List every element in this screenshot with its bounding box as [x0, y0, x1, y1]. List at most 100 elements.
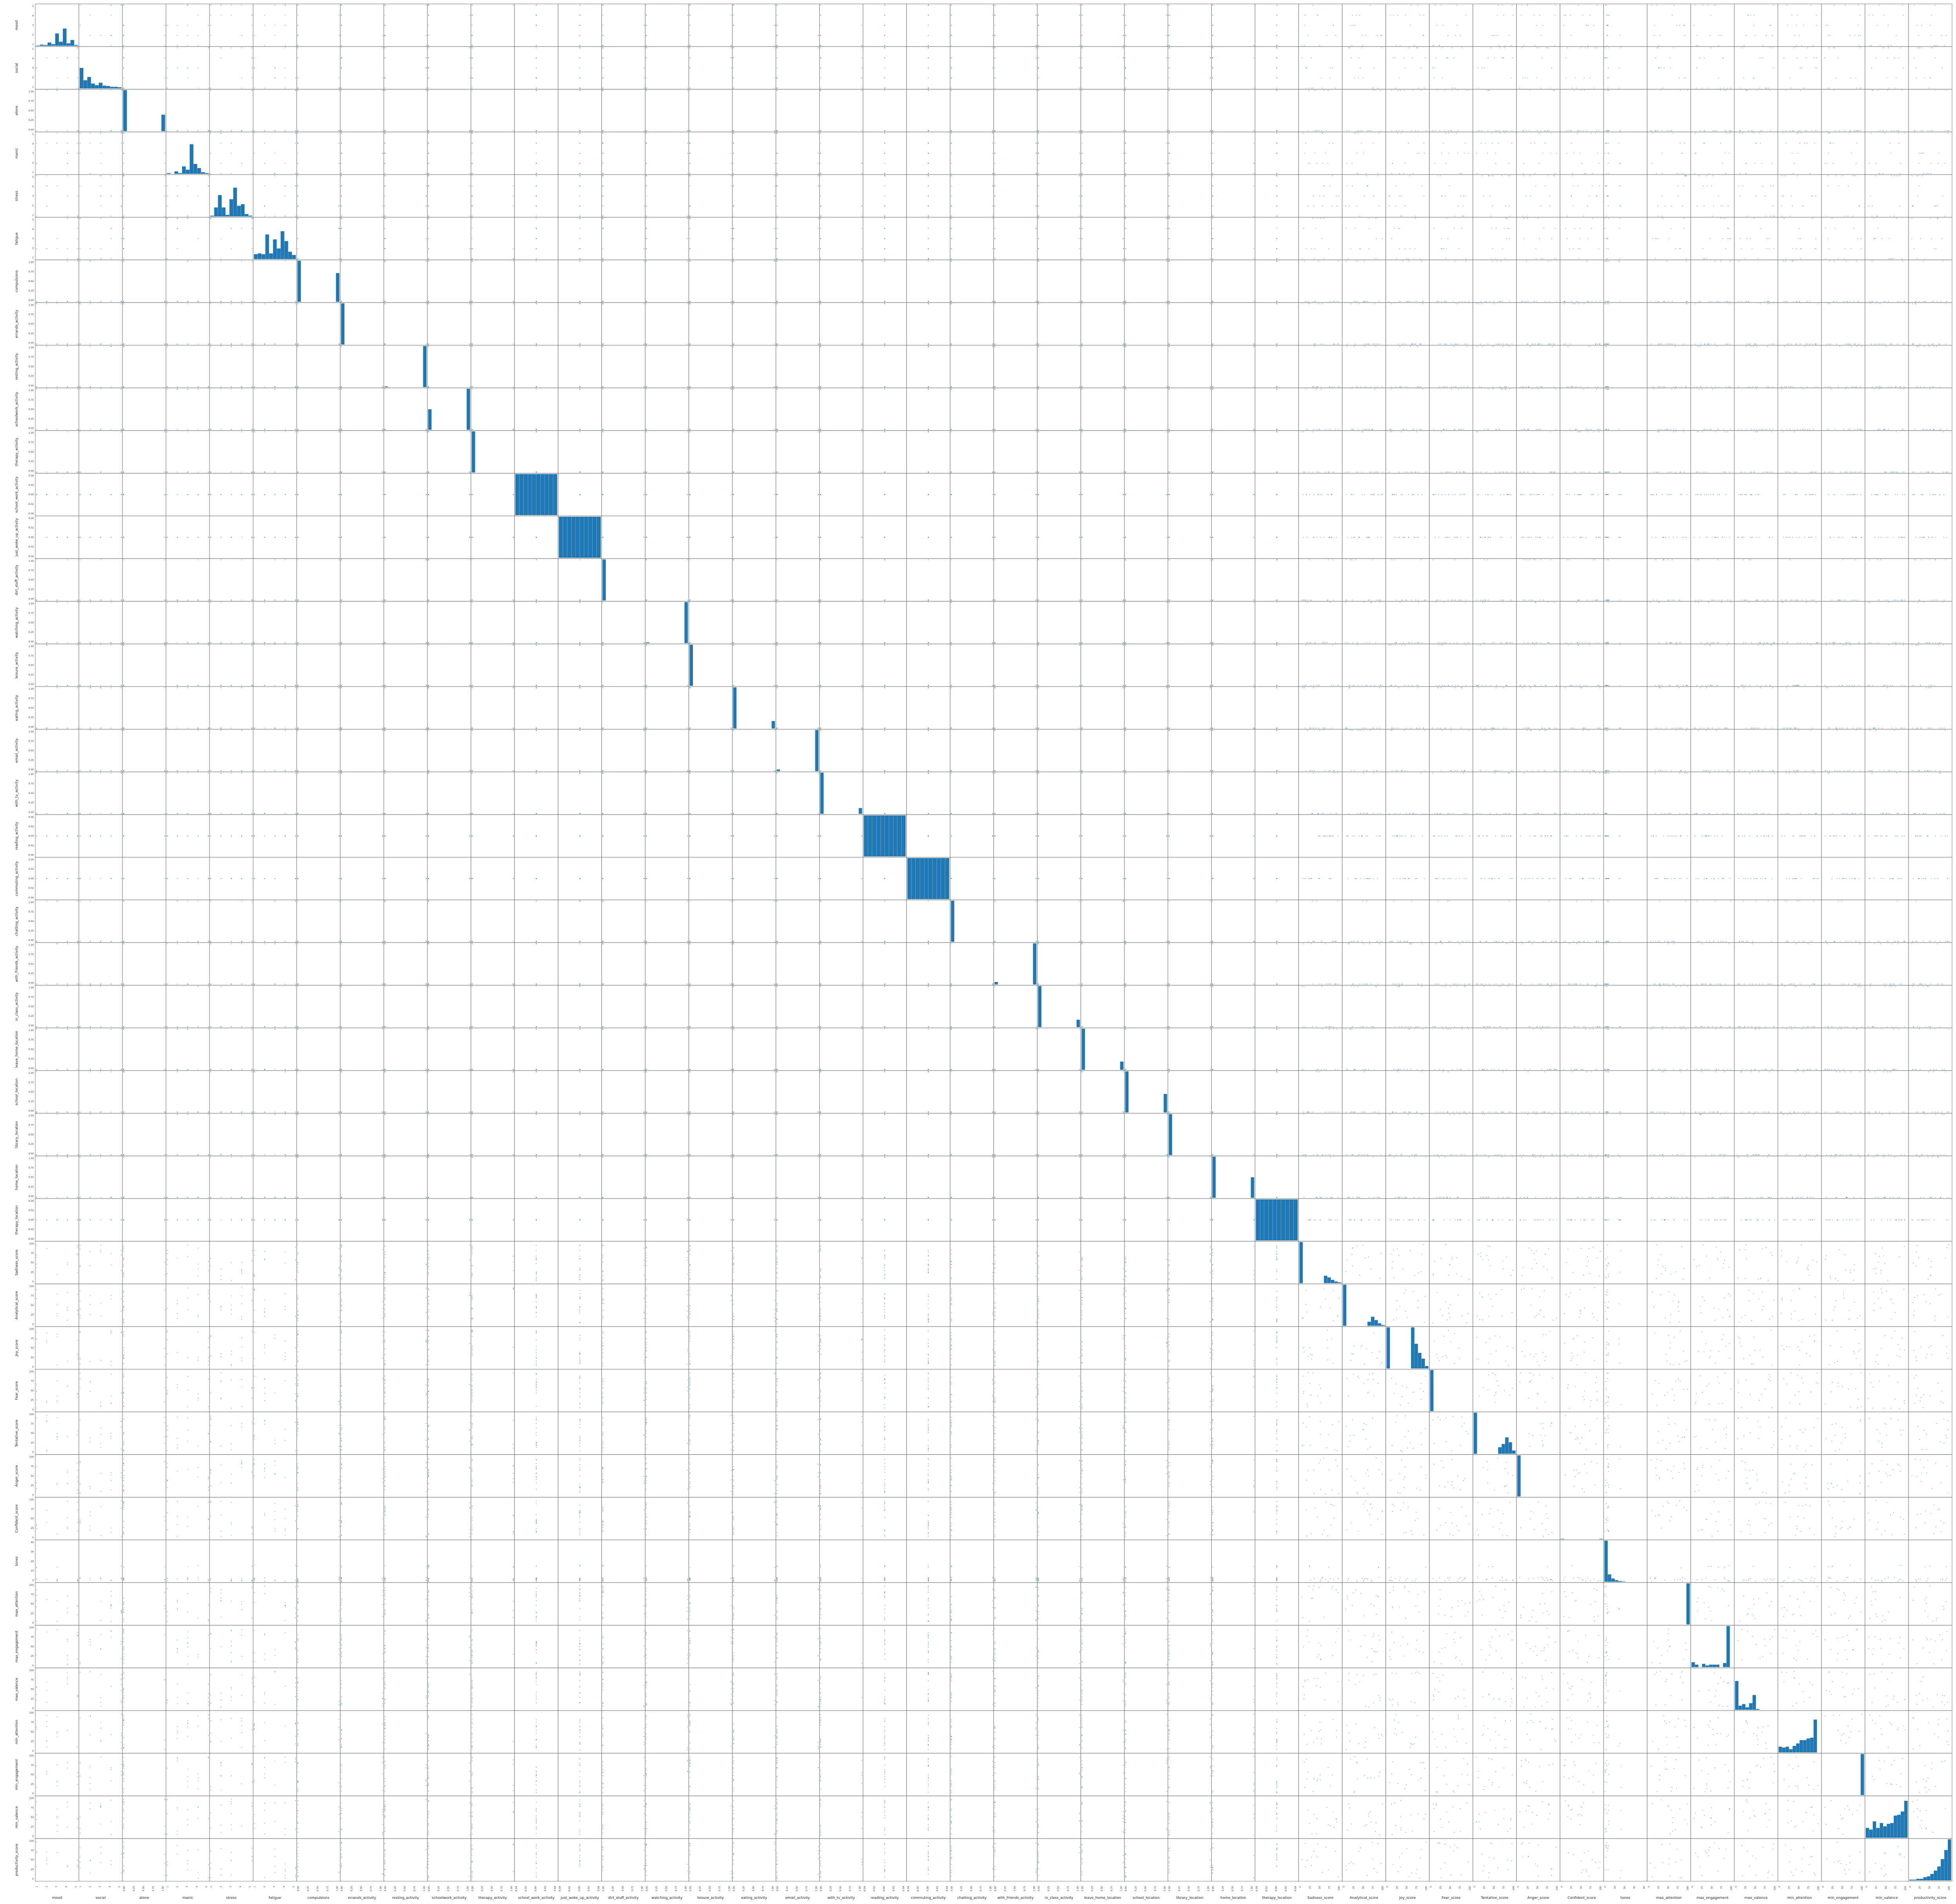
cell-errands_activity-vs-mood: [35, 302, 79, 346]
scatter-point: [1038, 130, 1039, 131]
scatter-point: [992, 142, 993, 144]
cell-alone-vs-dirt_stuff_activity: [601, 89, 645, 132]
cell-compulsions-vs-school_location: [1124, 260, 1168, 303]
scatter-point: [1770, 215, 1771, 217]
scatter-point: [1890, 258, 1892, 259]
scatter-point: [820, 57, 821, 58]
scatter-point: [774, 87, 775, 89]
cell-compulsions-vs-school_work_activity: [514, 260, 558, 303]
scatter-point: [602, 301, 603, 302]
scatter-point: [1125, 301, 1126, 302]
scatter-point: [1417, 153, 1418, 154]
cell-manic-vs-therapy_activity: [470, 131, 515, 175]
scatter-point: [1791, 195, 1792, 197]
cell-frame: [1473, 174, 1517, 218]
scatter-point: [1276, 15, 1278, 16]
scatter-point: [1606, 45, 1608, 46]
scatter-point: [1541, 35, 1542, 36]
scatter-point: [1662, 215, 1663, 217]
scatter-point: [1825, 258, 1826, 259]
scatter-point: [602, 173, 603, 174]
cell-frame: [1385, 46, 1430, 89]
scatter-point: [1451, 90, 1453, 91]
scatter-point: [1505, 45, 1506, 46]
scatter-point: [928, 153, 929, 154]
scatter-point: [646, 25, 647, 26]
scatter-point: [1745, 301, 1746, 302]
scatter-point: [100, 142, 101, 144]
cell-frame: [166, 174, 210, 218]
scatter-point: [1123, 130, 1124, 131]
hist-bar-manic-6: [190, 144, 193, 174]
scatter-point: [928, 195, 929, 197]
scatter-point: [1921, 25, 1922, 26]
scatter-point: [341, 47, 342, 48]
scatter-point: [951, 130, 952, 131]
scatter-point: [1794, 35, 1796, 36]
cell-frame: [1124, 217, 1168, 260]
scatter-point: [1497, 15, 1498, 16]
scatter-point: [1319, 45, 1320, 46]
cell-frame: [1037, 89, 1081, 132]
scatter-point: [820, 15, 821, 16]
scatter-point: [1038, 45, 1039, 46]
scatter-point: [164, 238, 166, 239]
scatter-point: [1529, 90, 1530, 91]
cell-manic-vs-leave_home_location: [1081, 131, 1125, 175]
cell-stress-vs-tones: [1603, 174, 1648, 218]
scatter-point: [1504, 258, 1506, 259]
scatter-point: [1739, 238, 1741, 239]
scatter-point: [951, 87, 952, 89]
cell-frame: [470, 131, 515, 175]
scatter-point: [1081, 248, 1083, 249]
scatter-point: [1619, 228, 1620, 229]
scatter-point: [1573, 248, 1574, 249]
cell-compulsions-vs-library_location: [1168, 260, 1212, 303]
cell-compulsions-vs-min_valence: [1865, 260, 1909, 303]
scatter-point: [1168, 90, 1170, 91]
cell-frame: [1342, 260, 1386, 303]
scatter-point: [928, 90, 929, 91]
hist-bar-manic-0: [167, 173, 171, 174]
hist-bar-fatigue-5: [273, 239, 277, 259]
scatter-point: [1585, 173, 1586, 174]
scatter-point: [36, 67, 37, 69]
scatter-point: [1416, 301, 1417, 302]
scatter-point: [1509, 175, 1510, 177]
cell-errands_activity-vs-alone: [122, 302, 166, 346]
scatter-point: [1210, 57, 1211, 58]
scatter-point: [1751, 130, 1752, 131]
scatter-point: [1357, 301, 1358, 302]
scatter-point: [284, 87, 286, 89]
cell-frame: [1516, 260, 1560, 303]
scatter-point: [1081, 163, 1083, 164]
cell-frame: [253, 89, 297, 132]
cell-alone-vs-therapy_location: [1255, 89, 1299, 132]
scatter-point: [177, 195, 178, 197]
scatter-point: [1741, 47, 1743, 48]
scatter-point: [646, 57, 647, 58]
scatter-point: [1739, 173, 1741, 174]
cell-frame: [1429, 4, 1473, 47]
scatter-point: [100, 163, 101, 164]
scatter-point: [1168, 87, 1170, 89]
scatter-point: [428, 163, 429, 164]
scatter-point: [1764, 301, 1765, 302]
scatter-point: [1702, 87, 1703, 89]
scatter-point: [1919, 301, 1920, 302]
scatter-point: [1317, 15, 1318, 16]
scatter-point: [1724, 301, 1726, 302]
cell-stress-vs-Tentative_score: [1473, 174, 1517, 218]
scatter-point: [1079, 153, 1080, 154]
scatter-point: [1592, 173, 1593, 174]
cell-social-vs-home_location: [1211, 46, 1256, 89]
cell-errands_activity-vs-fatigue: [253, 302, 297, 346]
scatter-point: [1522, 130, 1524, 131]
scatter-point: [602, 87, 603, 89]
scatter-point: [1457, 130, 1458, 131]
scatter-point: [820, 218, 821, 219]
scatter-point: [1212, 238, 1213, 239]
cell-frame: [1821, 260, 1865, 303]
scatter-point: [1938, 163, 1939, 164]
scatter-point: [1672, 301, 1673, 302]
